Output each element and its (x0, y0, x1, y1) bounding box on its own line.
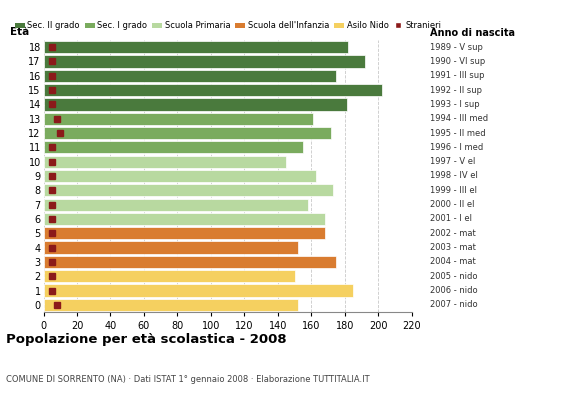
Bar (44, 55, 365, 68)
Text: 1994 - III med: 1994 - III med (430, 114, 488, 123)
Bar (44, 227, 325, 239)
Text: 1993 - I sup: 1993 - I sup (430, 100, 480, 109)
Bar (44, 84, 382, 96)
Bar (44, 184, 333, 196)
Bar (44, 113, 313, 125)
Text: 1992 - II sup: 1992 - II sup (430, 86, 483, 95)
Text: 1999 - III el: 1999 - III el (430, 186, 477, 195)
Text: 2001 - I el: 2001 - I el (430, 214, 472, 224)
Text: 2006 - nido: 2006 - nido (430, 286, 478, 295)
Text: 1991 - III sup: 1991 - III sup (430, 71, 485, 80)
Text: COMUNE DI SORRENTO (NA) · Dati ISTAT 1° gennaio 2008 · Elaborazione TUTTITALIA.I: COMUNE DI SORRENTO (NA) · Dati ISTAT 1° … (6, 375, 369, 384)
Text: 2002 - mat: 2002 - mat (430, 229, 476, 238)
Text: Età: Età (10, 27, 30, 37)
Text: 2005 - nido: 2005 - nido (430, 272, 478, 281)
Bar (44, 141, 303, 154)
Text: Popolazione per età scolastica - 2008: Popolazione per età scolastica - 2008 (6, 333, 287, 346)
Text: 1997 - V el: 1997 - V el (430, 157, 476, 166)
Text: 2007 - nido: 2007 - nido (430, 300, 478, 309)
Text: 1998 - IV el: 1998 - IV el (430, 172, 478, 180)
Bar (44, 170, 316, 182)
Legend: Sec. II grado, Sec. I grado, Scuola Primaria, Scuola dell'Infanzia, Asilo Nido, : Sec. II grado, Sec. I grado, Scuola Prim… (14, 21, 442, 30)
Bar (44, 270, 295, 282)
Text: 1990 - VI sup: 1990 - VI sup (430, 57, 485, 66)
Text: 2003 - mat: 2003 - mat (430, 243, 476, 252)
Bar (44, 198, 308, 211)
Bar (44, 299, 298, 311)
Bar (44, 156, 287, 168)
Bar (44, 256, 336, 268)
Text: 1989 - V sup: 1989 - V sup (430, 43, 483, 52)
Text: 2004 - mat: 2004 - mat (430, 257, 476, 266)
Text: 2000 - II el: 2000 - II el (430, 200, 475, 209)
Bar (44, 242, 298, 254)
Bar (44, 213, 325, 225)
Text: 1995 - II med: 1995 - II med (430, 128, 486, 138)
Bar (44, 41, 348, 53)
Bar (44, 98, 346, 110)
Bar (44, 127, 331, 139)
Text: Anno di nascita: Anno di nascita (430, 28, 516, 38)
Bar (44, 70, 336, 82)
Text: 1996 - I med: 1996 - I med (430, 143, 484, 152)
Bar (44, 284, 353, 297)
